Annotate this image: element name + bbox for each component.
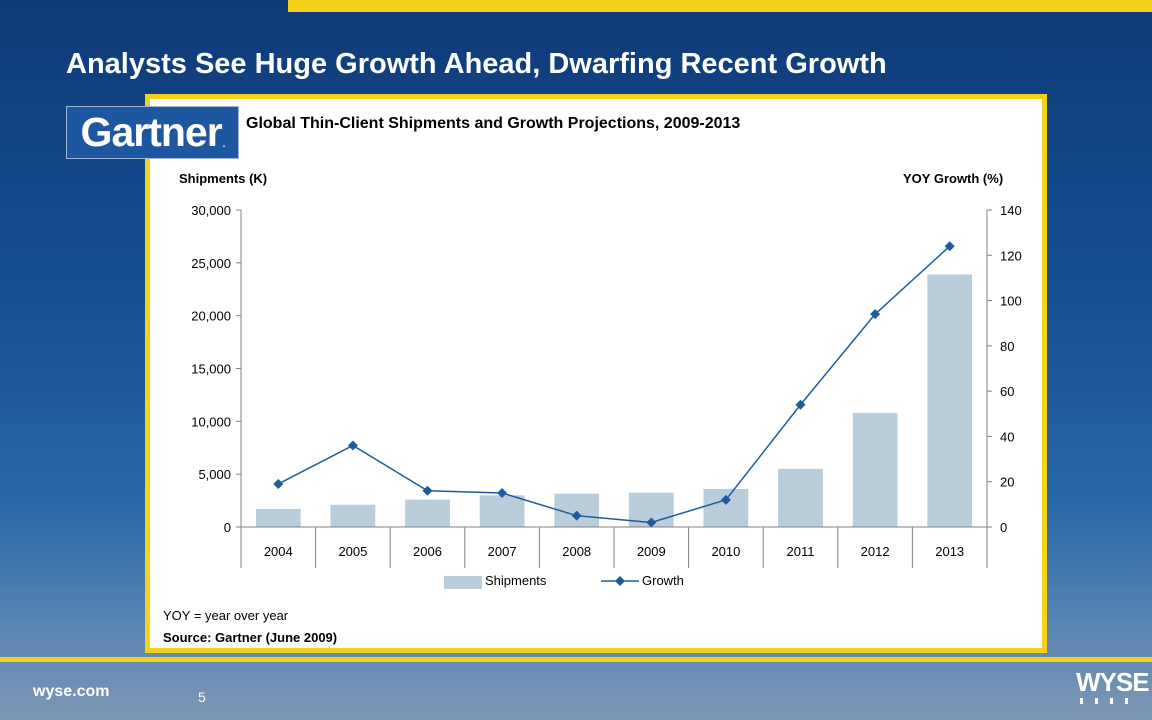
- growth-point: [571, 510, 582, 521]
- gartner-logo-text: Gartner: [80, 109, 223, 155]
- page-number: 5: [198, 689, 206, 705]
- growth-line: [277, 245, 951, 524]
- growth-point: [347, 440, 358, 451]
- wyse-logo-marks: [1080, 698, 1146, 704]
- growth-point: [646, 517, 657, 528]
- y-axis-title-left: Shipments (K): [179, 171, 268, 186]
- shipments-bar: [255, 509, 301, 527]
- bottom-accent-bar: [0, 657, 1152, 662]
- right-axis-tick-label: 120: [1000, 248, 1022, 263]
- y-axis-title-right: YOY Growth (%): [903, 171, 1004, 186]
- yoy-note: YOY = year over year: [163, 608, 289, 623]
- slide-title: Analysts See Huge Growth Ahead, Dwarfing…: [66, 48, 887, 80]
- footer-website: wyse.com: [33, 683, 110, 700]
- x-axis-tick-label: 2004: [264, 544, 293, 559]
- shipments-bar: [479, 495, 525, 527]
- shipments-bar: [330, 504, 376, 527]
- right-axis-tick-label: 20: [1000, 475, 1014, 490]
- gartner-logo-mark: .: [222, 139, 226, 150]
- left-axis-tick-label: 20,000: [191, 309, 231, 324]
- left-axis-tick-label: 25,000: [191, 256, 231, 271]
- left-axis-tick-label: 5,000: [198, 467, 231, 482]
- right-axis-tick-label: 80: [1000, 339, 1014, 354]
- x-axis-tick-label: 2008: [562, 544, 591, 559]
- legend-swatch-growth-marker: [615, 576, 625, 586]
- shipments-bar: [927, 274, 973, 527]
- x-axis-tick-label: 2006: [413, 544, 442, 559]
- growth-point: [273, 478, 284, 489]
- right-axis-tick-label: 0: [1000, 520, 1007, 535]
- right-axis-tick-label: 140: [1000, 203, 1022, 218]
- x-axis-tick-label: 2010: [711, 544, 740, 559]
- x-axis-tick-label: 2009: [637, 544, 666, 559]
- left-axis-tick-label: 15,000: [191, 362, 231, 377]
- top-accent-bar: [288, 0, 1152, 12]
- legend-label-growth: Growth: [642, 573, 684, 588]
- shipments-bar: [778, 468, 823, 527]
- wyse-logo: WYSE: [1076, 667, 1150, 713]
- growth-point: [795, 399, 806, 410]
- right-axis-tick-label: 100: [1000, 294, 1022, 309]
- x-axis-tick-label: 2013: [935, 544, 964, 559]
- legend-swatch-shipments: [444, 576, 482, 589]
- growth-point: [870, 309, 881, 320]
- x-axis-tick-label: 2005: [338, 544, 367, 559]
- growth-point: [720, 494, 731, 505]
- growth-point: [497, 488, 508, 499]
- left-axis-tick-label: 30,000: [191, 203, 231, 218]
- left-axis-tick-label: 10,000: [191, 414, 231, 429]
- legend-label-shipments: Shipments: [485, 573, 547, 588]
- shipments-bar: [554, 493, 600, 527]
- chart-title: Global Thin-Client Shipments and Growth …: [246, 115, 741, 132]
- shipments-bar: [852, 412, 898, 527]
- x-axis-tick-label: 2012: [861, 544, 890, 559]
- x-axis-tick-label: 2007: [488, 544, 517, 559]
- growth-point: [944, 241, 955, 252]
- right-axis-tick-label: 60: [1000, 384, 1014, 399]
- wyse-logo-text: WYSE: [1076, 667, 1150, 697]
- shipments-bar: [405, 499, 450, 527]
- right-axis-tick-label: 40: [1000, 429, 1014, 444]
- left-axis-tick-label: 0: [224, 520, 231, 535]
- shipments-bar: [703, 488, 749, 527]
- growth-point: [422, 485, 433, 496]
- gartner-logo: Gartner.: [66, 106, 239, 159]
- source-note: Source: Gartner (June 2009): [163, 630, 338, 645]
- chart-panel: [145, 94, 1047, 653]
- x-axis-tick-label: 2011: [787, 544, 815, 559]
